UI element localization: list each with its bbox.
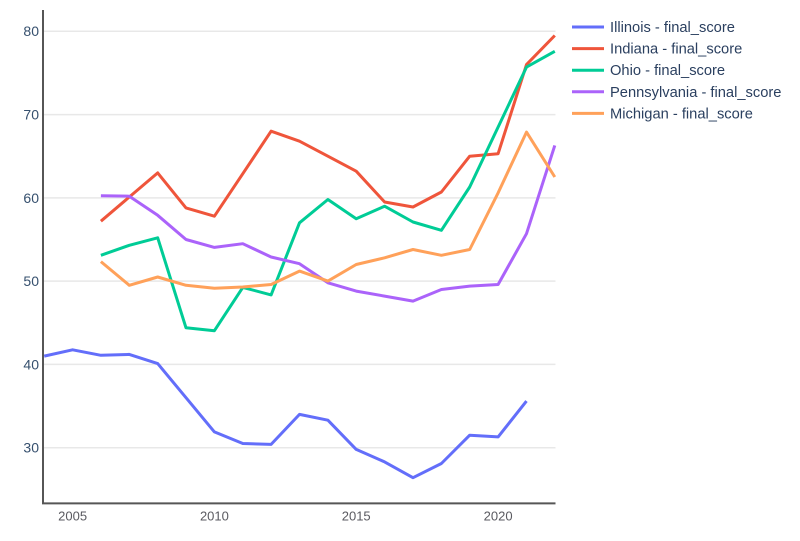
svg-text:Indiana - final_score: Indiana - final_score bbox=[610, 42, 742, 58]
svg-text:60: 60 bbox=[23, 190, 39, 206]
svg-text:2010: 2010 bbox=[200, 509, 229, 524]
svg-text:2005: 2005 bbox=[58, 509, 87, 524]
svg-text:Michigan - final_score: Michigan - final_score bbox=[610, 106, 753, 122]
svg-text:Ohio - final_score: Ohio - final_score bbox=[610, 63, 725, 79]
svg-text:30: 30 bbox=[23, 440, 39, 456]
svg-text:2015: 2015 bbox=[342, 509, 371, 524]
svg-text:70: 70 bbox=[23, 107, 39, 123]
svg-text:50: 50 bbox=[23, 273, 39, 289]
svg-text:Illinois - final_score: Illinois - final_score bbox=[610, 20, 735, 36]
svg-text:80: 80 bbox=[23, 23, 39, 39]
svg-text:40: 40 bbox=[23, 356, 39, 372]
svg-text:Pennsylvania - final_score: Pennsylvania - final_score bbox=[610, 85, 781, 101]
svg-text:2020: 2020 bbox=[484, 509, 513, 524]
